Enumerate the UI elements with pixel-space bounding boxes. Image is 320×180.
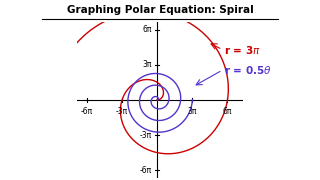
Text: -6π: -6π	[140, 166, 152, 175]
Text: -3π: -3π	[116, 107, 128, 116]
Text: -3π: -3π	[140, 130, 152, 140]
Text: r = 3$\pi$: r = 3$\pi$	[224, 44, 260, 56]
Text: 6π: 6π	[142, 25, 152, 34]
Text: 3π: 3π	[188, 107, 197, 116]
Text: Graphing Polar Equation: Spiral: Graphing Polar Equation: Spiral	[67, 5, 253, 15]
Text: -6π: -6π	[81, 107, 93, 116]
Text: 6π: 6π	[223, 107, 232, 116]
Text: 3π: 3π	[142, 60, 152, 69]
Text: r = 0.5$\theta$: r = 0.5$\theta$	[224, 64, 271, 76]
